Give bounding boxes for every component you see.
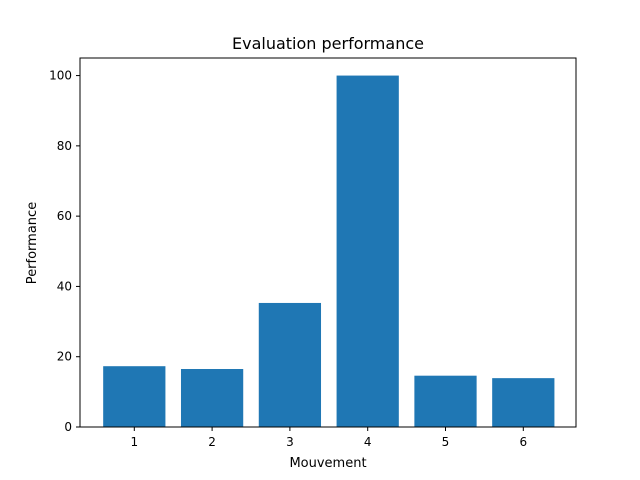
x-axis-ticks: 1 2 3 4 5 6 <box>130 427 527 449</box>
bars-group <box>103 75 555 427</box>
bar-6 <box>492 378 555 427</box>
x-tick-label-6: 6 <box>519 435 527 449</box>
y-axis-label: Performance <box>25 202 40 284</box>
y-axis-ticks: 0 20 40 60 80 100 <box>49 69 80 434</box>
x-tick-label-3: 3 <box>286 435 294 449</box>
bar-3 <box>258 302 322 427</box>
x-tick-label-2: 2 <box>208 435 216 449</box>
x-tick-label-5: 5 <box>442 435 450 449</box>
x-axis-label: Mouvement <box>289 456 366 471</box>
x-tick-label-4: 4 <box>364 435 372 449</box>
y-tick-label-100: 100 <box>49 69 72 83</box>
plot-frame <box>79 57 577 428</box>
bar-5 <box>414 375 477 427</box>
bar-2 <box>180 369 244 427</box>
bar-1 <box>103 366 166 427</box>
x-tick-label-1: 1 <box>130 435 138 449</box>
y-tick-label-60: 60 <box>57 209 72 223</box>
y-tick-label-80: 80 <box>57 139 72 153</box>
chart-title: Evaluation performance <box>232 34 424 53</box>
y-tick-label-40: 40 <box>57 279 72 293</box>
y-tick-label-20: 20 <box>57 350 72 364</box>
y-tick-label-0: 0 <box>64 420 72 434</box>
bar-4 <box>336 75 399 427</box>
